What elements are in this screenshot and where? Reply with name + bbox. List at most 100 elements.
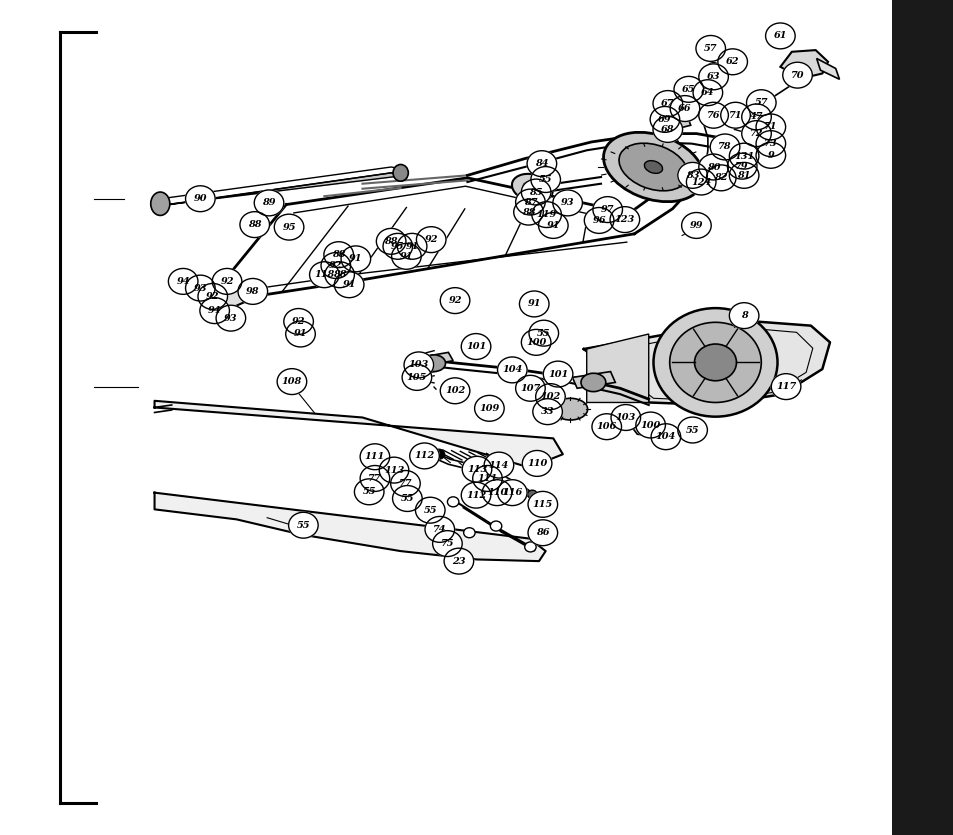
Text: 89: 89	[262, 199, 275, 207]
Circle shape	[497, 357, 527, 382]
Text: 88: 88	[248, 220, 261, 229]
Text: 91: 91	[546, 221, 559, 230]
Text: 9: 9	[766, 151, 774, 159]
Text: 72: 72	[749, 129, 762, 138]
Text: 116: 116	[501, 488, 522, 497]
Ellipse shape	[463, 528, 475, 538]
Circle shape	[698, 63, 728, 89]
Text: 103: 103	[615, 413, 636, 422]
Circle shape	[741, 104, 770, 129]
Circle shape	[583, 208, 614, 234]
Circle shape	[274, 215, 303, 240]
Text: 118: 118	[314, 271, 335, 279]
Circle shape	[475, 396, 503, 421]
Text: 65: 65	[681, 85, 695, 94]
Circle shape	[692, 79, 722, 105]
Polygon shape	[522, 194, 545, 210]
Circle shape	[530, 167, 559, 192]
Polygon shape	[154, 493, 545, 561]
Polygon shape	[410, 352, 453, 367]
Ellipse shape	[653, 308, 777, 417]
Circle shape	[652, 90, 681, 116]
Circle shape	[781, 63, 811, 88]
Ellipse shape	[151, 192, 170, 215]
Text: 64: 64	[700, 89, 714, 97]
Circle shape	[391, 471, 419, 496]
Polygon shape	[680, 101, 692, 114]
Circle shape	[212, 268, 242, 295]
Text: 73: 73	[763, 139, 777, 148]
Text: 101: 101	[547, 370, 568, 378]
Circle shape	[404, 352, 433, 378]
Polygon shape	[816, 58, 839, 79]
Circle shape	[728, 144, 759, 170]
Circle shape	[677, 162, 707, 189]
Text: 90: 90	[193, 195, 207, 203]
Circle shape	[720, 102, 749, 129]
Polygon shape	[154, 401, 562, 468]
Circle shape	[610, 207, 639, 232]
Circle shape	[416, 226, 445, 252]
Circle shape	[542, 361, 572, 387]
Circle shape	[728, 162, 759, 189]
Text: 95: 95	[391, 242, 404, 250]
Text: 57: 57	[703, 44, 717, 53]
Text: 100: 100	[639, 421, 660, 429]
Circle shape	[518, 291, 549, 316]
Text: 55: 55	[685, 426, 699, 434]
Text: 70: 70	[790, 71, 803, 79]
Polygon shape	[205, 284, 267, 313]
Text: 93: 93	[560, 199, 574, 207]
Text: 63: 63	[706, 73, 720, 81]
Circle shape	[355, 479, 383, 504]
Text: 55: 55	[296, 521, 310, 529]
Text: 102: 102	[444, 387, 465, 395]
Text: 119: 119	[536, 210, 557, 219]
Circle shape	[552, 190, 581, 215]
Circle shape	[677, 418, 707, 443]
Circle shape	[432, 531, 461, 557]
Circle shape	[461, 483, 490, 508]
Ellipse shape	[618, 143, 687, 191]
Text: 83: 83	[685, 171, 699, 180]
Ellipse shape	[433, 449, 444, 459]
Ellipse shape	[694, 344, 736, 381]
Text: 55: 55	[537, 329, 550, 337]
Circle shape	[528, 320, 558, 347]
Circle shape	[425, 516, 454, 543]
Circle shape	[375, 229, 405, 255]
Circle shape	[770, 374, 800, 399]
Circle shape	[360, 466, 389, 491]
Circle shape	[513, 200, 543, 225]
Ellipse shape	[527, 490, 537, 498]
Text: 109: 109	[478, 404, 499, 412]
Polygon shape	[640, 426, 645, 433]
Text: 107: 107	[519, 384, 540, 392]
Circle shape	[755, 130, 785, 157]
Text: 111: 111	[476, 474, 497, 483]
Text: 74: 74	[433, 525, 446, 534]
Polygon shape	[646, 427, 651, 433]
Circle shape	[497, 479, 527, 506]
Circle shape	[379, 458, 408, 483]
Text: 96: 96	[592, 216, 605, 225]
Text: 92: 92	[206, 292, 219, 301]
Text: 94: 94	[176, 277, 190, 286]
Circle shape	[461, 334, 490, 359]
Ellipse shape	[707, 63, 719, 71]
Circle shape	[461, 456, 492, 482]
Text: 80: 80	[706, 163, 720, 171]
Text: 84: 84	[535, 159, 548, 168]
Circle shape	[527, 519, 557, 546]
Circle shape	[526, 150, 556, 176]
Ellipse shape	[422, 355, 445, 372]
Text: 91: 91	[342, 281, 355, 289]
Circle shape	[745, 90, 776, 116]
Circle shape	[698, 154, 728, 180]
Text: 91: 91	[405, 242, 418, 250]
Circle shape	[391, 244, 420, 269]
Text: 112: 112	[414, 452, 435, 460]
Text: 88: 88	[332, 250, 345, 259]
Text: 99: 99	[689, 221, 702, 230]
Circle shape	[610, 404, 640, 431]
